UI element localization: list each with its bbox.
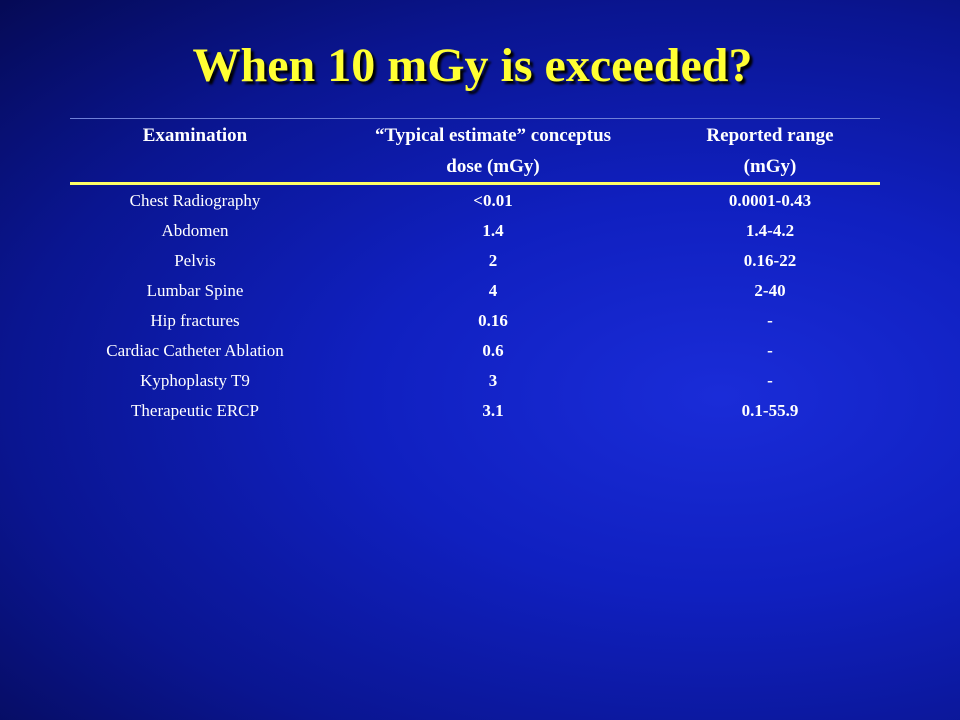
table-cell: Pelvis bbox=[174, 251, 216, 270]
header-cell: Reported range bbox=[706, 125, 834, 146]
table-cell: Kyphoplasty T9 bbox=[140, 371, 250, 390]
table-cell: - bbox=[767, 311, 773, 330]
table-cell: - bbox=[767, 341, 773, 360]
header-rule bbox=[70, 182, 880, 185]
table-cell: 4 bbox=[488, 281, 498, 300]
header-cell: Examination bbox=[142, 125, 248, 146]
table-cell: Therapeutic ERCP bbox=[131, 401, 259, 420]
slide-title: When 10 mGy is exceeded? bbox=[192, 39, 753, 92]
header-cell: “Typical estimate” conceptus bbox=[374, 125, 612, 146]
table-cell: 2 bbox=[488, 251, 498, 270]
header-cell: dose (mGy) bbox=[446, 156, 540, 177]
table-cell: Cardiac Catheter Ablation bbox=[106, 341, 284, 360]
table-cell: Abdomen bbox=[161, 221, 229, 240]
table-cell: 1.4-4.2 bbox=[745, 221, 795, 240]
table-cell: 0.16 bbox=[478, 311, 508, 330]
table-cell: 2-40 bbox=[754, 281, 786, 300]
table-cell: 1.4 bbox=[482, 221, 504, 240]
table-cell: Chest Radiography bbox=[129, 191, 261, 210]
table-cell: 0.1-55.9 bbox=[741, 401, 799, 420]
table-cell: Hip fractures bbox=[150, 311, 240, 330]
top-rule bbox=[70, 118, 880, 119]
table-cell: 0.16-22 bbox=[743, 251, 797, 270]
table-cell: 3.1 bbox=[482, 401, 504, 420]
table-cell: - bbox=[767, 371, 773, 390]
header-cell: (mGy) bbox=[743, 156, 797, 177]
table-cell: Lumbar Spine bbox=[146, 281, 244, 300]
table-cell: <0.01 bbox=[473, 191, 513, 210]
table-cell: 3 bbox=[488, 371, 498, 390]
table-cell: 0.6 bbox=[482, 341, 504, 360]
table-cell: 0.0001-0.43 bbox=[728, 191, 812, 210]
